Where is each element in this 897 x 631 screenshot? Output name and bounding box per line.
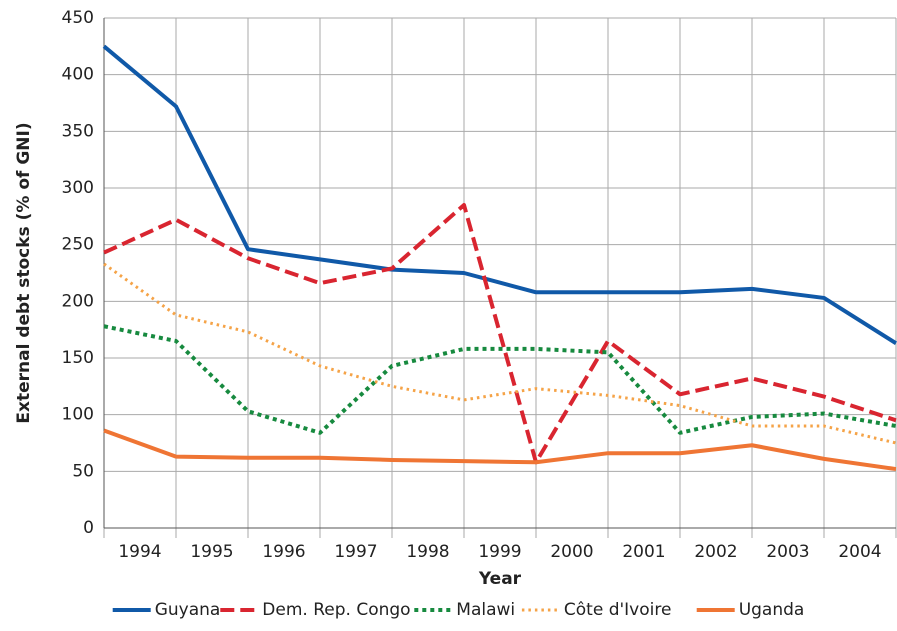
series-line xyxy=(102,44,897,345)
x-tick-label: 2000 xyxy=(550,542,593,562)
x-axis-label: Year xyxy=(478,569,522,589)
series-line xyxy=(103,203,897,465)
y-tick-label: 0 xyxy=(83,518,94,538)
x-tick-label: 1996 xyxy=(262,542,305,562)
x-tick-label: 1998 xyxy=(406,542,449,562)
y-axis-label: External debt stocks (% of GNI) xyxy=(14,122,34,423)
y-tick-label: 350 xyxy=(62,121,94,141)
x-tick-label: 1999 xyxy=(478,542,521,562)
x-tick-label: 2003 xyxy=(766,542,809,562)
legend-label: Uganda xyxy=(739,600,805,620)
x-tick-label: 1994 xyxy=(118,542,161,562)
y-tick-label: 400 xyxy=(62,65,94,85)
y-tick-label: 250 xyxy=(62,235,94,255)
x-tick-label: 1995 xyxy=(190,542,233,562)
legend-label: Dem. Rep. Congo xyxy=(262,600,410,620)
x-tick-label: 2001 xyxy=(622,542,665,562)
legend-label: Guyana xyxy=(155,600,221,620)
x-tick-label: 1997 xyxy=(334,542,377,562)
x-tick-label: 2004 xyxy=(838,542,881,562)
series-line xyxy=(103,324,897,435)
legend-label: Côte d'Ivoire xyxy=(564,600,672,620)
y-tick-label: 150 xyxy=(62,348,94,368)
y-tick-label: 50 xyxy=(72,461,94,481)
series-line xyxy=(103,428,897,472)
x-tick-label: 2002 xyxy=(694,542,737,562)
y-tick-label: 100 xyxy=(62,405,94,425)
y-tick-label: 200 xyxy=(62,291,94,311)
y-tick-label: 450 xyxy=(62,8,94,28)
series-line xyxy=(103,262,897,445)
y-tick-label: 300 xyxy=(62,178,94,198)
legend-label: Malawi xyxy=(456,600,515,620)
